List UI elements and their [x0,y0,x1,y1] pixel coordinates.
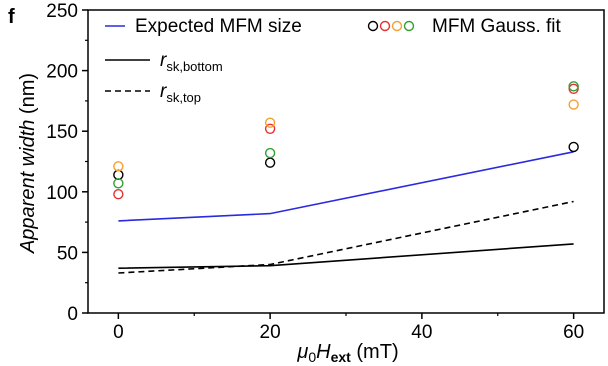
legend-label-scatter: MFM Gauss. fit [432,16,562,37]
scatter-point-2 [264,117,276,128]
y-tick-label: 50 [57,243,78,264]
y-axis-title: Apparent width (nm) [17,73,39,254]
plot-marks [113,81,579,274]
scatter-point-2 [113,161,124,172]
x-tick-label: 60 [563,322,584,343]
panel-label: f [8,6,15,28]
scatter-point-0 [568,141,579,153]
scatter-point-3 [264,147,276,159]
scatter-point-1 [264,123,276,134]
scatter-point-3 [568,81,579,92]
legend-scatter-markers [367,20,415,32]
y-tick-label: 200 [46,62,78,83]
legend-label-r-top: rsk,top [160,81,201,105]
scatter-point-2 [568,99,579,110]
ticks: 0 20 40 60 0 50 100 150 200 250 [46,1,584,343]
x-tick-label: 40 [411,322,432,343]
legend: Expected MFM size MFM Gauss. fit rsk,bot… [105,16,562,105]
y-tick-label: 100 [46,183,78,204]
legend-label-expected: Expected MFM size [135,16,302,37]
legend-marker-3 [403,20,415,32]
scatter-point-0 [113,169,124,181]
x-tick-label: 20 [260,322,281,343]
x-axis-title: μ0Hext (mT) [296,341,398,365]
x-tick-label: 0 [113,322,124,343]
y-tick-label: 250 [46,1,78,22]
legend-label-r-bottom: rsk,bottom [160,50,223,74]
legend-marker-0 [367,20,379,32]
scatter-point-0 [264,157,276,168]
series-line-0 [118,151,574,222]
series-line-1 [118,243,574,269]
legend-marker-2 [391,20,403,32]
legend-marker-1 [379,20,391,32]
y-tick-label: 0 [67,304,78,325]
scatter-point-1 [113,189,124,200]
y-tick-label: 150 [46,122,78,143]
series-line-2 [118,200,574,274]
scatter-point-3 [113,178,124,189]
